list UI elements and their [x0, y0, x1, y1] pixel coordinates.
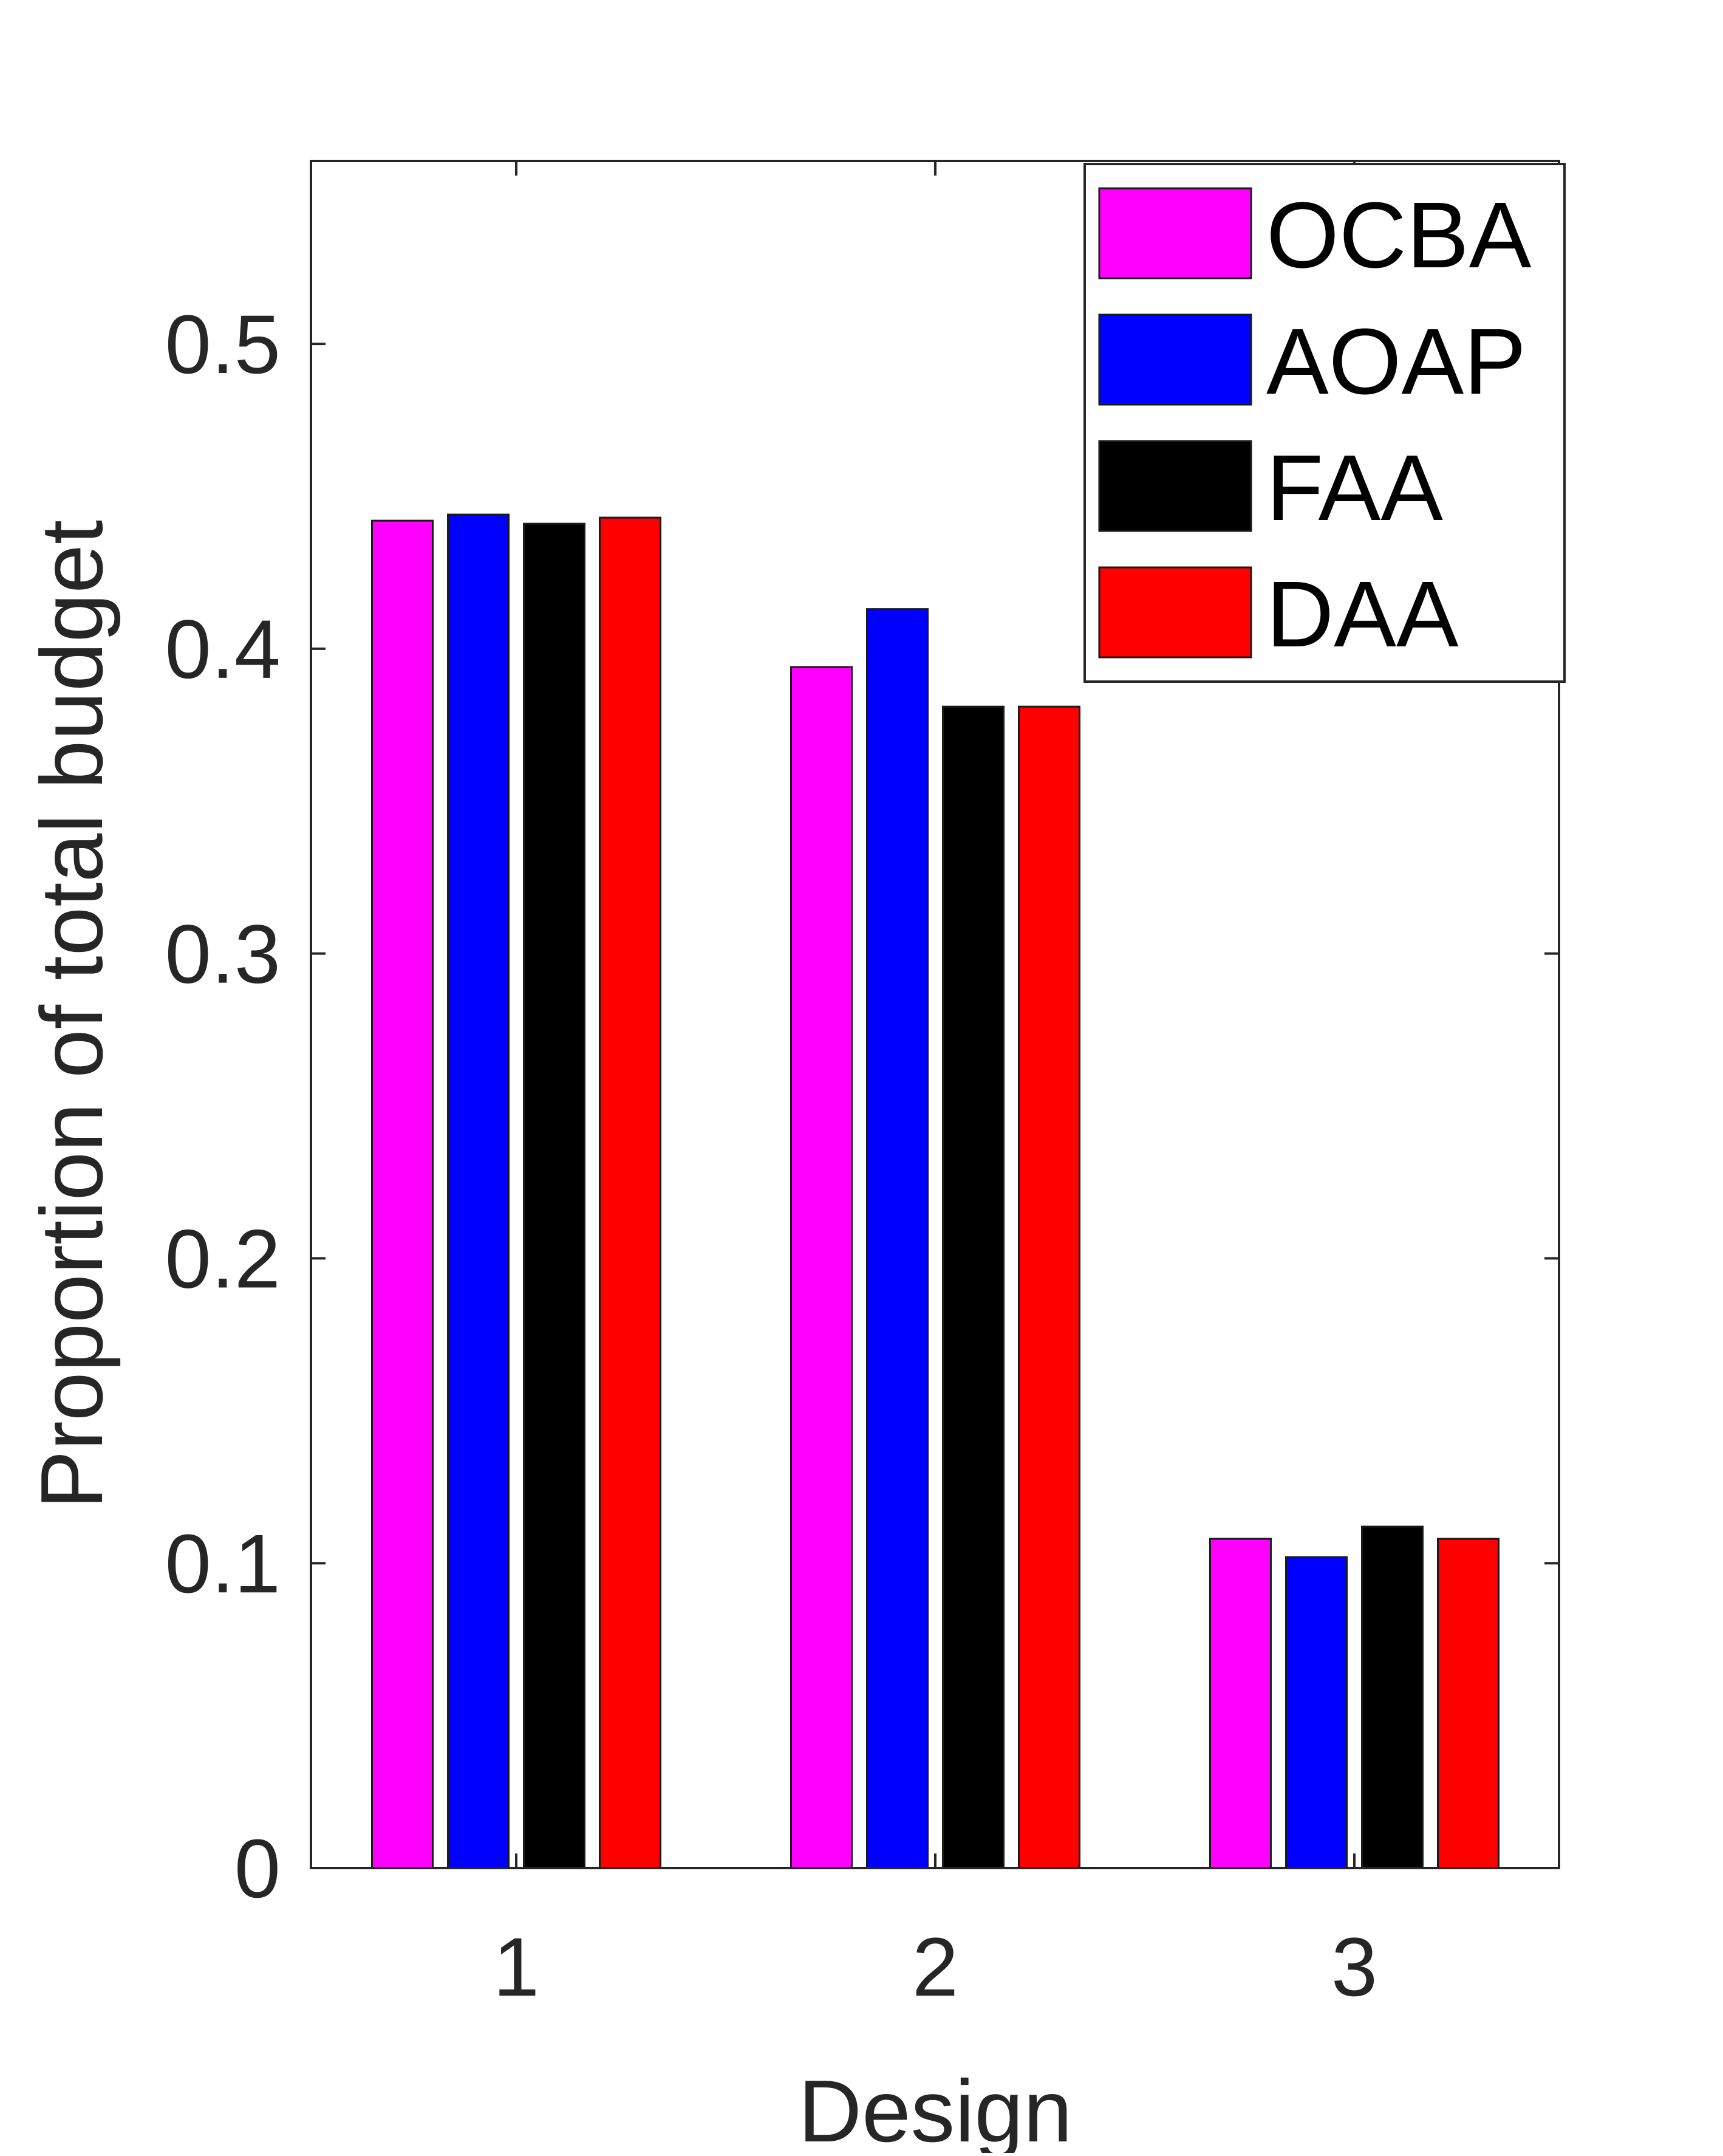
bar-ocba-design-3: [1209, 1538, 1272, 1869]
legend-label-ocba: OCBA: [1266, 183, 1532, 287]
y-tick-label: 0.1: [165, 1518, 281, 1610]
tick-labels-layer: 0 0.1 0.2 0.3 0.4 0.5 1 2 3: [165, 298, 1378, 2014]
x-axis-title: Design: [798, 2062, 1072, 2153]
bar-faa-design-2: [942, 705, 1005, 1869]
x-tick-label: 3: [1331, 1921, 1377, 2014]
bar-daa-design-1: [599, 516, 661, 1869]
bar-faa-design-1: [523, 522, 585, 1869]
legend-label-aoap: AOAP: [1266, 309, 1526, 414]
y-tick-label: 0.4: [165, 603, 281, 696]
x-tick-label: 1: [493, 1921, 539, 2014]
legend-swatch-daa: [1098, 566, 1252, 659]
legend-swatch-ocba: [1098, 187, 1252, 279]
bar-ocba-design-1: [371, 519, 434, 1869]
y-tick-label: 0: [234, 1822, 281, 1915]
y-tick-label: 0.5: [165, 298, 281, 391]
bar-daa-design-2: [1018, 705, 1080, 1869]
legend: OCBA AOAP FAA DAA: [1083, 163, 1566, 683]
legend-label-daa: DAA: [1266, 562, 1459, 666]
y-axis-title: Proportion of total budget: [22, 520, 121, 1509]
x-tick-label: 2: [912, 1921, 958, 2014]
legend-label-faa: FAA: [1266, 436, 1443, 540]
bars-layer: [371, 513, 1500, 1869]
legend-swatch-faa: [1098, 440, 1252, 532]
y-tick-label: 0.3: [165, 908, 281, 1001]
bar-daa-design-3: [1437, 1538, 1500, 1869]
bar-faa-design-3: [1361, 1525, 1424, 1869]
bar-aoap-design-2: [866, 608, 929, 1869]
bar-aoap-design-3: [1285, 1556, 1348, 1869]
legend-entries: OCBA AOAP FAA DAA: [1098, 183, 1532, 666]
legend-swatch-aoap: [1098, 313, 1252, 406]
bar-ocba-design-2: [790, 666, 853, 1869]
bar-aoap-design-1: [447, 513, 510, 1869]
y-tick-label: 0.2: [165, 1213, 281, 1306]
